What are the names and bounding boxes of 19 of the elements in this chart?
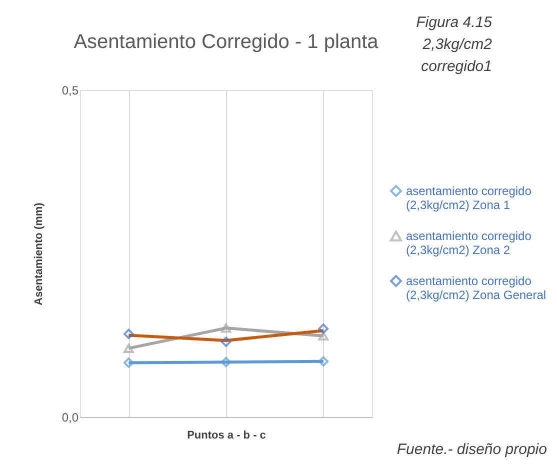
- point: [318, 356, 329, 367]
- x-axis-title: Puntos a - b - c: [187, 430, 266, 442]
- point: [123, 328, 134, 340]
- y-tick-label: 0,5: [62, 84, 79, 98]
- legend-label: asentamiento corregido (2,3kg/cm2) Zona 1: [406, 184, 532, 212]
- legend-label: asentamiento corregido (2,3kg/cm2) Zona General: [406, 274, 546, 302]
- point: [123, 358, 134, 368]
- point: [318, 331, 329, 341]
- text: Figura 4.15 2,3kg/cm2 corregido1: [416, 14, 493, 75]
- legend-label: asentamiento corregido (2,3kg/cm2) Zona 2: [406, 229, 532, 257]
- chart-title: Asentamiento Corregido - 1 planta: [74, 31, 380, 53]
- y-tick-label: 0,0: [62, 410, 79, 424]
- point: [318, 324, 329, 334]
- source-note: Fuente.- diseño propio: [396, 441, 547, 458]
- point: [220, 356, 232, 368]
- y-axis-title: Asentamiento (mm): [32, 202, 45, 306]
- point: [123, 344, 134, 353]
- point: [220, 336, 232, 347]
- point: [220, 323, 232, 333]
